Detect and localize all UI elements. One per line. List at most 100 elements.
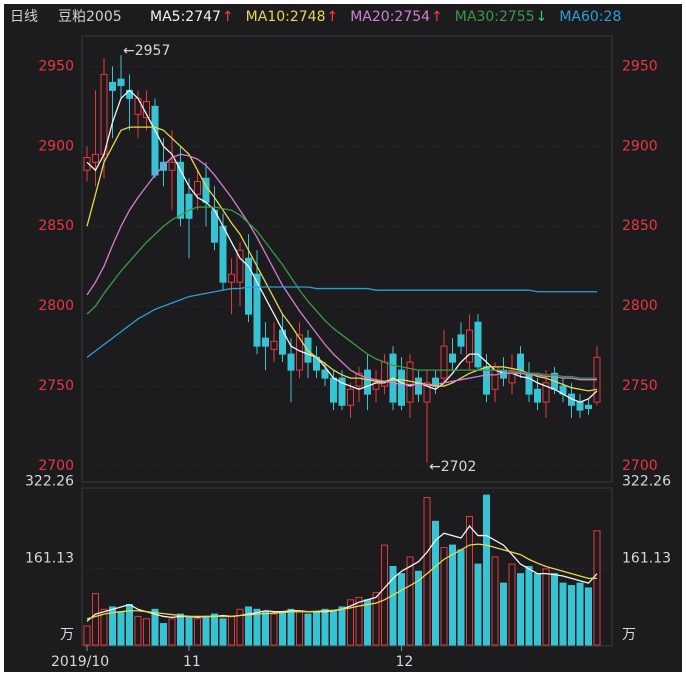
volume-bar bbox=[415, 570, 422, 646]
annotation: ←2702 bbox=[429, 459, 476, 475]
volume-bar bbox=[576, 582, 584, 646]
background bbox=[4, 4, 682, 672]
volume-bar bbox=[279, 611, 286, 646]
candle-body bbox=[457, 334, 465, 347]
volume-bar bbox=[253, 608, 261, 646]
legend-entry: MA10:2748 bbox=[246, 9, 326, 25]
volume-bar bbox=[568, 585, 575, 646]
volume-bar bbox=[177, 613, 184, 646]
x-tick-label: 11 bbox=[183, 654, 201, 670]
ma-line bbox=[86, 286, 597, 358]
y-tick-label-right: 2850 bbox=[622, 218, 658, 234]
volume-tick-label-right: 万 bbox=[622, 627, 636, 643]
volume-bar bbox=[338, 606, 346, 646]
annotation: ←2957 bbox=[123, 43, 170, 59]
candle-body bbox=[92, 153, 99, 163]
volume-bar bbox=[491, 556, 499, 646]
candle-body bbox=[168, 161, 176, 171]
y-tick-label-right: 2750 bbox=[622, 378, 658, 394]
candle-body bbox=[330, 377, 337, 403]
volume-bar bbox=[228, 615, 235, 646]
volume-bar bbox=[389, 566, 397, 646]
y-tick-label: 2700 bbox=[38, 458, 74, 474]
x-tick-label: 2019/10 bbox=[51, 654, 109, 670]
y-tick-label: 2900 bbox=[38, 138, 74, 154]
legend-arrow: ↑ bbox=[222, 9, 234, 25]
candle-body bbox=[466, 329, 473, 363]
volume-bar bbox=[457, 549, 465, 646]
period-label: 日线 bbox=[10, 9, 38, 25]
volume-bar bbox=[304, 613, 312, 646]
volume-bar bbox=[525, 566, 533, 646]
candle-body bbox=[287, 353, 295, 371]
candle-body bbox=[398, 369, 405, 406]
candle-body bbox=[338, 377, 346, 406]
candle-body bbox=[576, 401, 584, 411]
volume-tick-label: 161.13 bbox=[25, 550, 74, 566]
legend-arrow: ↑ bbox=[431, 9, 443, 25]
price-panel-frame bbox=[81, 35, 613, 483]
volume-bar bbox=[92, 593, 99, 646]
candle-body bbox=[270, 340, 278, 350]
volume-bar bbox=[330, 610, 337, 646]
y-tick-label: 2750 bbox=[38, 378, 74, 394]
y-tick-label-right: 2800 bbox=[622, 298, 658, 314]
y-tick-label: 2950 bbox=[38, 58, 74, 74]
volume-bar bbox=[168, 618, 176, 646]
volume-bar bbox=[483, 494, 490, 646]
candle-body bbox=[364, 369, 371, 395]
volume-bar bbox=[551, 573, 558, 646]
volume-bar bbox=[109, 606, 116, 646]
volume-bar bbox=[296, 611, 303, 646]
x-tick-label: 12 bbox=[396, 654, 414, 670]
candle-body bbox=[228, 273, 235, 283]
volume-bar bbox=[134, 615, 142, 646]
candle-body bbox=[415, 377, 422, 395]
candle-body bbox=[585, 404, 592, 409]
volume-tick-label-right: 322.26 bbox=[622, 474, 671, 490]
candle-body bbox=[219, 225, 227, 283]
volume-bar bbox=[355, 596, 363, 646]
legend-entry: MA30:2755 bbox=[455, 9, 535, 25]
y-tick-label-right: 2950 bbox=[622, 58, 658, 74]
volume-bar bbox=[534, 573, 541, 646]
candle-body bbox=[83, 156, 91, 171]
candle-body bbox=[355, 372, 363, 387]
y-tick-label: 2800 bbox=[38, 298, 74, 314]
volume-bar bbox=[474, 563, 482, 646]
volume-bar bbox=[219, 618, 227, 646]
candle-body bbox=[423, 382, 431, 403]
candle-body bbox=[151, 105, 159, 176]
candle-body bbox=[534, 388, 541, 403]
volume-bar bbox=[143, 618, 150, 646]
volume-bar bbox=[262, 611, 269, 646]
volume-tick-label-right: 161.13 bbox=[622, 550, 671, 566]
candle-body bbox=[134, 97, 142, 115]
volume-ma-line bbox=[86, 543, 597, 620]
volume-tick-label: 322.26 bbox=[25, 474, 74, 490]
candle-body bbox=[508, 369, 516, 384]
candle-body bbox=[440, 345, 448, 379]
volume-bar bbox=[245, 606, 252, 646]
volume-bar bbox=[364, 599, 371, 646]
ma-line bbox=[86, 206, 597, 379]
candle-body bbox=[177, 161, 184, 219]
ma-line bbox=[86, 126, 598, 392]
candle-body bbox=[449, 353, 456, 363]
volume-bar bbox=[500, 582, 507, 646]
y-tick-label: 2850 bbox=[38, 218, 74, 234]
candle-body bbox=[542, 382, 550, 403]
legend-arrow: ↑ bbox=[326, 9, 338, 25]
volume-tick-label: 万 bbox=[60, 627, 74, 643]
candle-body bbox=[185, 193, 193, 219]
volume-bar bbox=[585, 587, 592, 646]
candle-body bbox=[245, 257, 252, 315]
y-tick-label-right: 2700 bbox=[622, 458, 658, 474]
volume-panel-frame bbox=[81, 487, 613, 647]
candle-body bbox=[236, 249, 244, 283]
volume-bar bbox=[542, 568, 550, 646]
volume-bar bbox=[160, 623, 167, 646]
volume-bar bbox=[347, 599, 354, 646]
legend-entry: MA20:2754 bbox=[350, 9, 430, 25]
